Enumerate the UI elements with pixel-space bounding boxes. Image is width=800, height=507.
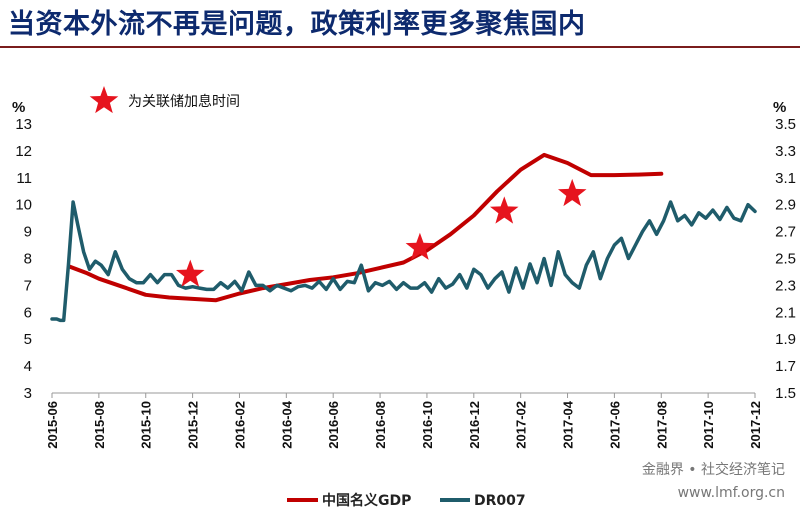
- y-left-tick-label: 11: [16, 170, 32, 187]
- watermark-site: www.lmf.org.cn: [678, 485, 785, 501]
- y-left-tick-label: 9: [24, 224, 32, 241]
- star-marker: [176, 259, 205, 287]
- y-left-unit: %: [12, 99, 25, 116]
- x-tick-label: 2015-10: [139, 401, 154, 449]
- x-tick-label: 2017-04: [561, 400, 576, 448]
- y-right-tick-label: 2.5: [775, 251, 796, 268]
- y-left-tick-label: 12: [15, 143, 32, 160]
- y-right-tick-label: 3.5: [775, 116, 796, 133]
- series-line-dr007: [50, 200, 757, 323]
- star-marker: [490, 196, 519, 224]
- x-tick-label: 2017-02: [514, 401, 529, 449]
- star-marker: [405, 232, 435, 260]
- y-left-tick-label: 4: [24, 358, 32, 375]
- x-tick-label: 2016-12: [467, 401, 482, 449]
- x-tick-label: 2016-10: [420, 401, 435, 449]
- y-left-tick-label: 7: [24, 277, 32, 294]
- y-left-tick-label: 8: [24, 251, 32, 268]
- x-tick-label: 2015-08: [92, 401, 107, 449]
- x-tick-label: 2017-10: [701, 401, 716, 449]
- y-right-tick-label: 2.9: [775, 197, 796, 214]
- y-right-tick-label: 2.1: [775, 304, 796, 321]
- star-marker: [558, 178, 587, 207]
- x-tick-label: 2017-08: [654, 401, 669, 449]
- y-right-tick-label: 1.5: [775, 385, 796, 402]
- title-rule: [0, 46, 800, 48]
- y-right-tick-label: 3.3: [775, 143, 796, 160]
- legend-label-gdp: 中国名义GDP: [322, 492, 411, 507]
- x-tick-label: 2016-06: [326, 401, 341, 449]
- y-right-tick-label: 1.9: [775, 331, 796, 348]
- x-tick-label: 2016-04: [279, 400, 294, 448]
- y-left-tick-label: 5: [24, 331, 32, 348]
- y-right-tick-label: 1.7: [775, 358, 796, 375]
- y-left-tick-label: 6: [24, 304, 32, 321]
- page-title: 当资本外流不再是问题，政策利率更多聚焦国内: [8, 9, 586, 40]
- x-tick-label: 2015-06: [45, 401, 60, 449]
- y-right-tick-label: 2.7: [775, 224, 796, 241]
- watermark-text: 金融界 • 社交经济笔记: [642, 461, 785, 478]
- x-tick-label: 2017-06: [607, 401, 622, 449]
- x-tick-label: 2017-12: [748, 401, 763, 449]
- x-tick-label: 2016-08: [373, 401, 388, 449]
- y-right-tick-label: 2.3: [775, 277, 796, 294]
- legend-label-dr007: DR007: [474, 493, 526, 507]
- annotation-star-icon: [89, 86, 119, 114]
- x-tick-label: 2015-12: [186, 401, 201, 449]
- y-left-tick-label: 3: [24, 385, 32, 402]
- y-left-tick-label: 13: [15, 116, 32, 133]
- y-right-unit: %: [773, 99, 786, 116]
- x-tick-label: 2016-02: [232, 401, 247, 449]
- annotation-label: 为关联储加息时间: [128, 93, 240, 110]
- y-left-tick-label: 10: [15, 197, 32, 214]
- y-right-tick-label: 3.1: [775, 170, 796, 187]
